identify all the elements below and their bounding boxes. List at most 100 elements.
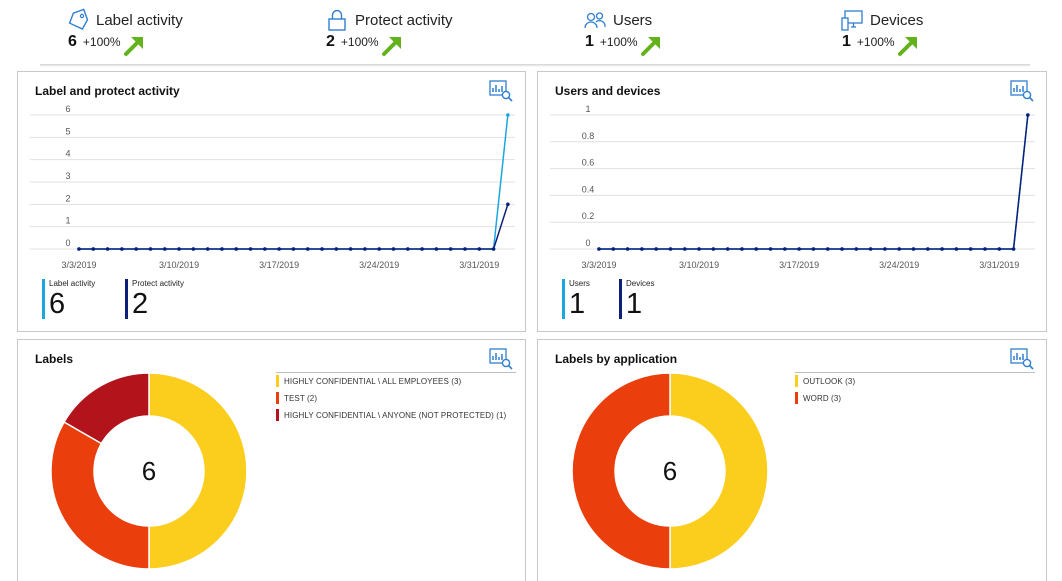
panel-label-protect-activity: Label and protect activity 0 1 2 3 4 5 6 3/3/20… [17,71,526,332]
data-point[interactable] [783,247,787,251]
data-point[interactable] [682,247,687,251]
data-point[interactable] [363,247,367,251]
data-point[interactable] [377,247,381,251]
chart-explore-icon[interactable] [489,348,513,370]
y-tick-label: 0.6 [582,158,595,168]
y-tick-label: 0.2 [582,211,595,221]
data-point[interactable] [105,247,110,251]
chart-explore-icon[interactable] [1010,348,1034,370]
data-point[interactable] [348,247,353,251]
data-point[interactable] [305,247,310,251]
data-point[interactable] [391,247,396,251]
donut-slice[interactable] [50,420,150,570]
gridlines [550,114,1035,250]
series-protect-activity [77,202,510,251]
donut-slice[interactable] [669,372,769,570]
data-point[interactable] [248,247,253,251]
legend-item[interactable]: OUTLOOK (3) [795,375,855,387]
x-tick-label: 3/24/2019 [879,260,919,270]
data-point[interactable] [725,247,730,251]
kpi-divider-shadow [40,64,1030,67]
data-point[interactable] [897,247,901,251]
x-tick-label: 3/3/2019 [581,260,616,270]
data-point[interactable] [91,247,96,251]
y-tick-label: 0 [585,238,590,248]
data-point[interactable] [120,247,124,251]
data-point[interactable] [640,247,644,251]
data-point[interactable] [911,247,916,251]
data-point[interactable] [754,247,759,251]
data-point[interactable] [668,247,673,251]
trend-up-arrow-icon [381,37,401,56]
data-point[interactable] [220,247,224,251]
data-point[interactable] [1011,247,1016,251]
donut-slice[interactable] [63,372,150,445]
data-point[interactable] [320,247,324,251]
panel-title: Users and devices [555,84,661,98]
data-point[interactable] [177,247,181,251]
kpi-devices[interactable]: Devices 1 +100% [840,8,1040,60]
data-point[interactable] [997,247,1002,251]
kpi-users[interactable]: Users 1 +100% [583,8,783,60]
kpi-label-activity[interactable]: Label activity 6 +100% [66,8,266,60]
data-point[interactable] [811,247,816,251]
data-point[interactable] [263,247,267,251]
data-point[interactable] [840,247,844,251]
data-point[interactable] [420,247,424,251]
chart-explore-icon[interactable] [489,80,513,102]
data-point[interactable] [506,202,510,207]
lock-icon [328,9,346,31]
data-point[interactable] [983,247,987,251]
data-point[interactable] [434,247,439,251]
data-point[interactable] [491,247,496,251]
data-point[interactable] [854,247,859,251]
data-point[interactable] [611,247,616,251]
data-point[interactable] [291,247,296,251]
legend-item[interactable]: HIGHLY CONFIDENTIAL \ ANYONE (NOT PROTEC… [276,409,506,421]
x-tick-label: 3/17/2019 [259,260,299,270]
legend-item[interactable]: HIGHLY CONFIDENTIAL \ ALL EMPLOYEES (3) [276,375,461,387]
data-point[interactable] [868,247,873,251]
data-point[interactable] [954,247,959,251]
data-point[interactable] [697,247,701,251]
data-point[interactable] [148,247,153,251]
data-point[interactable] [162,247,167,251]
data-point[interactable] [234,247,239,251]
data-point[interactable] [506,113,510,117]
kpi-change: +100% [599,35,638,49]
legend-label: OUTLOOK (3) [803,376,856,386]
donut-slice[interactable] [571,372,671,570]
data-point[interactable] [968,247,973,251]
data-point[interactable] [448,247,453,251]
data-point[interactable] [825,247,830,251]
chart-explore-icon[interactable] [1010,80,1034,102]
data-point[interactable] [625,247,630,251]
data-point[interactable] [477,247,482,251]
data-point[interactable] [1026,113,1030,117]
data-point[interactable] [277,247,281,251]
data-point[interactable] [711,247,716,251]
tag-icon [68,8,89,30]
kpi-protect-activity[interactable]: Protect activity 2 +100% [325,8,525,60]
y-tick-label: 0 [65,238,70,248]
data-point[interactable] [740,247,744,251]
y-tick-label: 1 [65,216,70,226]
data-point[interactable] [405,247,410,251]
data-point[interactable] [654,247,658,251]
legend-item[interactable]: TEST (2) [276,392,317,404]
donut-slice[interactable] [148,372,248,570]
data-point[interactable] [463,247,467,251]
data-point[interactable] [768,247,773,251]
data-point[interactable] [883,247,887,251]
data-point[interactable] [191,247,196,251]
data-point[interactable] [134,247,138,251]
data-point[interactable] [205,247,210,251]
data-point[interactable] [334,247,339,251]
data-point[interactable] [925,247,930,251]
data-point[interactable] [77,247,81,251]
x-tick-label: 3/3/2019 [61,260,96,270]
data-point[interactable] [597,247,601,251]
data-point[interactable] [797,247,801,251]
legend-item[interactable]: WORD (3) [795,392,841,404]
data-point[interactable] [940,247,944,251]
